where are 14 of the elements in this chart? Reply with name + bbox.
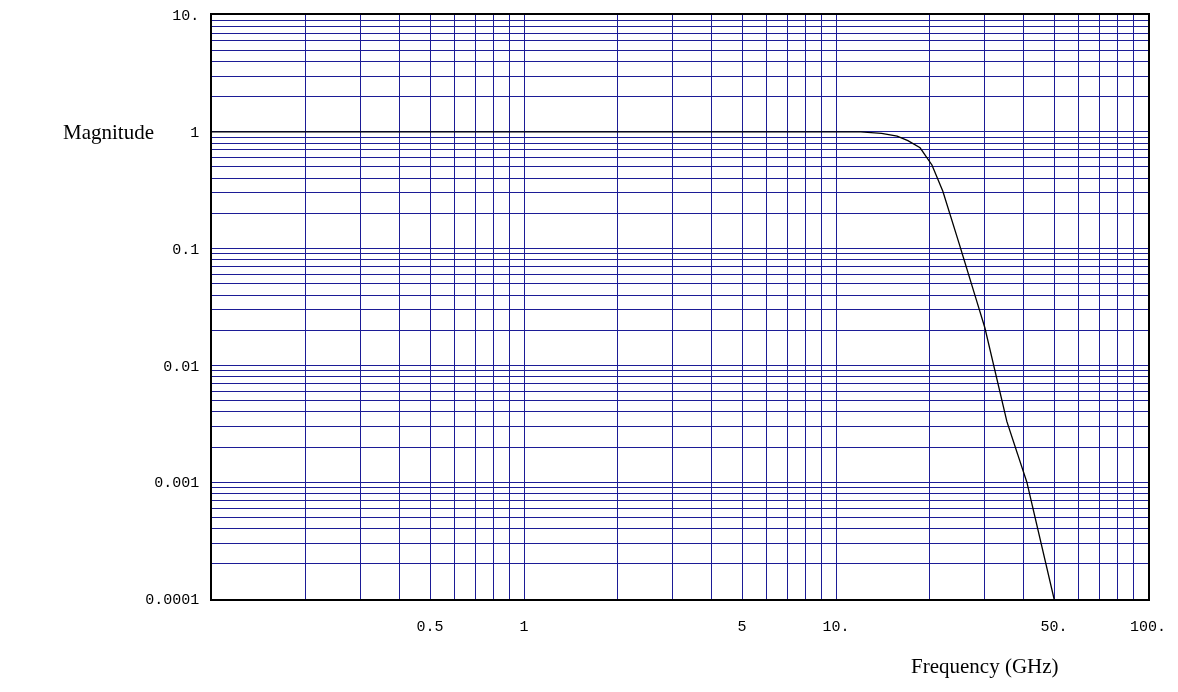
x-axis-title: Frequency (GHz) (911, 654, 1059, 678)
y-axis-title: Magnitude (63, 120, 154, 144)
x-tick-label: 100. (1129, 618, 1167, 636)
y-tick-label: 0.01 (163, 358, 200, 376)
x-tick-label: 1 (519, 618, 529, 636)
x-tick-label: 50. (1040, 618, 1068, 636)
x-tick-label: 5 (737, 618, 747, 636)
x-tick-label: 0.5 (416, 618, 444, 636)
y-tick-label: 10. (172, 8, 200, 26)
y-tick-label: 0.1 (172, 241, 200, 259)
y-tick-label: 0.0001 (145, 592, 200, 610)
y-tick-label: 1 (190, 125, 200, 143)
x-tick-label: 10. (822, 618, 850, 636)
y-tick-label: 0.001 (154, 475, 200, 493)
